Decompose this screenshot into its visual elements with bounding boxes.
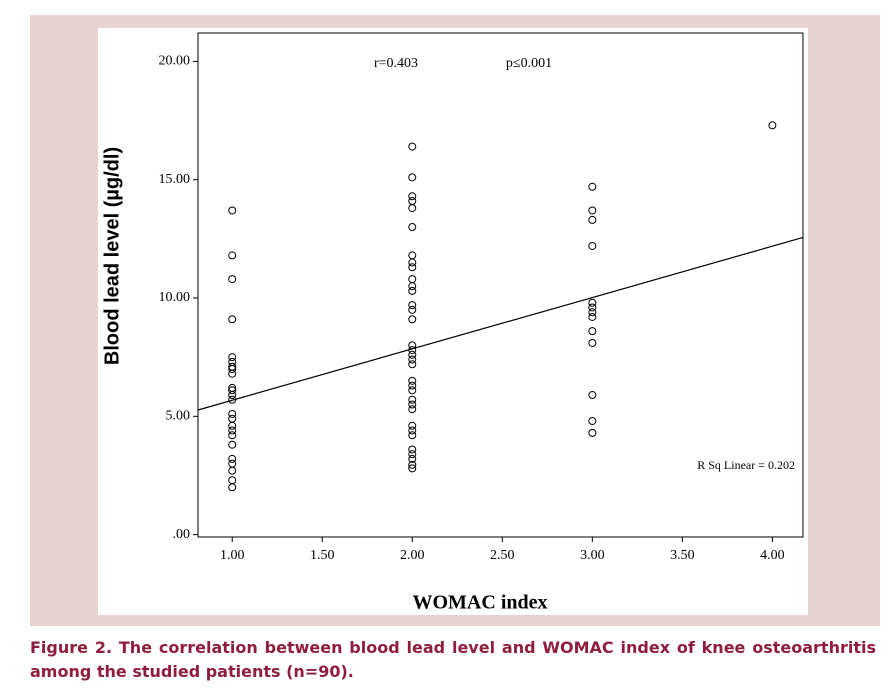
data-point xyxy=(408,421,417,430)
data-point xyxy=(588,428,597,437)
data-point xyxy=(408,381,417,390)
y-tick-label: .00 xyxy=(173,527,191,542)
data-point xyxy=(228,409,237,418)
data-point xyxy=(408,263,417,272)
data-point xyxy=(408,395,417,404)
data-point xyxy=(408,386,417,395)
data-point xyxy=(408,426,417,435)
data-point xyxy=(228,466,237,475)
data-point xyxy=(408,142,417,151)
data-point xyxy=(408,400,417,409)
data-point xyxy=(588,338,597,347)
data-point xyxy=(408,355,417,364)
data-point xyxy=(408,376,417,385)
data-point xyxy=(228,386,237,395)
data-point xyxy=(228,353,237,362)
chart-panel xyxy=(98,28,808,615)
data-point xyxy=(588,391,597,400)
x-tick-label: 1.50 xyxy=(310,548,335,563)
caption: Figure 2. The correlation between blood … xyxy=(30,638,876,681)
data-point xyxy=(408,286,417,295)
data-point xyxy=(228,483,237,492)
data-point xyxy=(408,204,417,213)
data-point xyxy=(408,454,417,463)
data-point xyxy=(588,308,597,317)
data-point xyxy=(588,206,597,215)
x-tick-label: 3.50 xyxy=(670,548,695,563)
data-point xyxy=(228,454,237,463)
data-point xyxy=(408,315,417,324)
data-point xyxy=(588,303,597,312)
data-point xyxy=(408,350,417,359)
data-point xyxy=(408,341,417,350)
data-point xyxy=(228,206,237,215)
data-point xyxy=(228,391,237,400)
x-tick-label: 2.50 xyxy=(490,548,515,563)
data-point xyxy=(408,173,417,182)
y-tick-label: 15.00 xyxy=(159,172,191,187)
plot-frame xyxy=(197,32,804,538)
data-point xyxy=(228,440,237,449)
data-point xyxy=(228,426,237,435)
data-point xyxy=(588,182,597,191)
data-point xyxy=(588,298,597,307)
data-point xyxy=(408,464,417,473)
data-point xyxy=(228,395,237,404)
data-point xyxy=(228,421,237,430)
chart: WOMAC index Blood lead level (µg/dl) r=0… xyxy=(30,15,880,626)
annotation: r=0.403 xyxy=(374,56,418,71)
data-point xyxy=(588,241,597,250)
data-point xyxy=(228,365,237,373)
data-point xyxy=(768,121,777,130)
x-tick-label: 4.00 xyxy=(760,548,785,563)
data-point xyxy=(228,315,237,324)
x-axis-label: WOMAC index xyxy=(413,592,548,614)
data-point xyxy=(408,405,417,414)
y-tick-label: 20.00 xyxy=(159,54,191,69)
data-point xyxy=(228,369,237,378)
data-point xyxy=(408,258,417,267)
y-tick-label: 5.00 xyxy=(166,409,191,424)
annotation: R Sq Linear = 0.202 xyxy=(697,458,795,472)
y-tick-label: 10.00 xyxy=(159,290,191,305)
x-tick-label: 3.00 xyxy=(580,548,605,563)
data-point xyxy=(408,301,417,310)
data-point xyxy=(228,275,237,284)
data-point xyxy=(228,431,237,440)
annotation: p≤0.001 xyxy=(506,56,552,71)
x-tick-label: 1.00 xyxy=(220,548,245,563)
regression-line xyxy=(197,236,804,411)
data-point xyxy=(408,192,417,201)
data-point xyxy=(408,346,417,355)
data-point xyxy=(588,327,597,336)
data-point xyxy=(408,445,417,454)
data-point xyxy=(588,312,597,321)
data-point xyxy=(408,360,417,369)
data-point xyxy=(588,215,597,224)
data-point xyxy=(408,460,417,469)
data-point xyxy=(408,450,417,459)
data-point xyxy=(408,282,417,291)
y-axis-label: Blood lead level (µg/dl) xyxy=(101,147,123,365)
data-point xyxy=(228,251,237,260)
x-tick-label: 2.00 xyxy=(400,548,425,563)
data-point xyxy=(408,305,417,314)
data-point xyxy=(408,431,417,440)
data-point xyxy=(588,417,597,426)
data-point xyxy=(408,223,417,232)
